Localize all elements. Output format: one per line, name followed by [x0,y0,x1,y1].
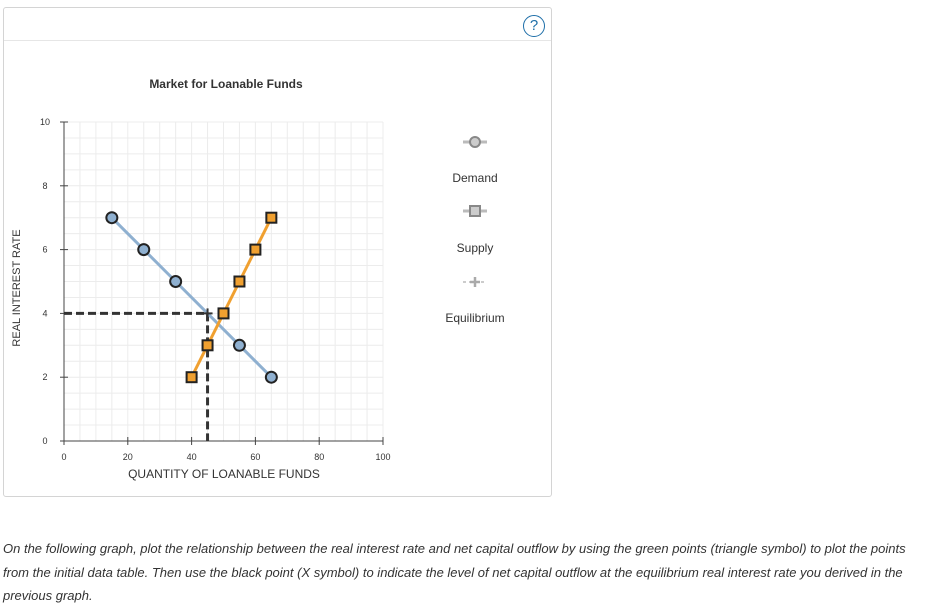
demand-point [232,338,246,352]
demand-point [137,243,151,257]
y-tick-label: 4 [42,308,47,318]
demand-point [169,275,183,288]
x-tick-label: 60 [250,452,260,462]
x-tick-label: 0 [61,452,66,462]
supply-point [249,243,262,256]
legend-supply-label: Supply [456,241,494,255]
y-tick-label: 6 [42,245,47,255]
x-tick-label: 40 [187,452,197,462]
y-tick-label: 10 [40,117,50,127]
instructions-text: On the following graph, plot the relatio… [3,541,906,603]
x-tick-label: 20 [123,452,133,462]
demand-point [105,211,119,225]
x-tick-label: 80 [314,452,324,462]
supply-point [185,371,198,384]
supply-point [265,211,278,224]
legend-demand-marker [469,136,481,148]
y-tick-label: 2 [42,372,47,382]
legend-supply-marker [469,205,481,217]
y-tick-label: 0 [42,436,47,446]
y-axis-label: REAL INTEREST RATE [11,229,23,346]
supply-point [201,339,214,352]
help-button[interactable]: ? [523,15,545,37]
graph-panel: ? [3,7,552,497]
x-tick-label: 100 [375,452,390,462]
y-tick-label: 8 [42,181,47,191]
supply-point [233,275,246,288]
legend-demand-label: Demand [452,171,498,185]
chart-title: Market for Loanable Funds [149,77,303,91]
panel-divider [4,40,551,41]
legend-equilibrium-label: Equilibrium [445,311,505,325]
x-axis-label: QUANTITY OF LOANABLE FUNDS [128,467,320,481]
supply-point [217,307,230,320]
demand-point [264,370,278,384]
